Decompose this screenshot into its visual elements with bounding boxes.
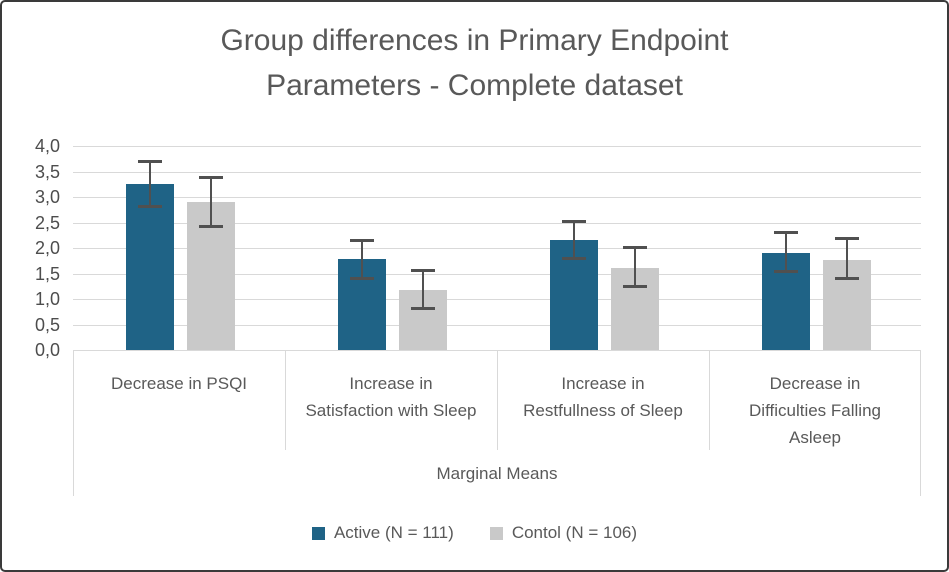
legend-label-active: Active (N = 111) bbox=[333, 523, 454, 542]
gridline bbox=[73, 325, 921, 326]
error-bar-whisker bbox=[785, 232, 787, 273]
error-bar-cap-bottom bbox=[623, 284, 647, 288]
error-bar-whisker bbox=[149, 161, 151, 208]
error-bar-whisker bbox=[846, 237, 848, 280]
error-bar-cap-top bbox=[138, 160, 162, 164]
error-bar-cap-top bbox=[199, 175, 223, 179]
y-axis-tick-label: 2,0 bbox=[34, 238, 60, 258]
error-bar-cap-bottom bbox=[411, 306, 435, 310]
error-bar-whisker bbox=[210, 176, 212, 227]
y-axis-tick-label: 4,0 bbox=[34, 136, 60, 156]
error-bar-whisker bbox=[634, 246, 636, 287]
chart-title-line1: Group differences in Primary Endpoint bbox=[220, 24, 729, 57]
y-axis-tick-label: 0,5 bbox=[34, 315, 60, 335]
y-axis-tick-label: 3,0 bbox=[34, 187, 60, 207]
y-axis-tick-label: 0,0 bbox=[34, 340, 60, 360]
legend-label-control: Contol (N = 106) bbox=[511, 523, 638, 542]
gridline bbox=[73, 197, 921, 198]
axis-band-divider bbox=[285, 350, 286, 450]
error-bar-cap-top bbox=[835, 236, 859, 240]
axis-band-border-right bbox=[920, 350, 921, 496]
error-bar-cap-top bbox=[350, 238, 374, 242]
category-label: Increase in Restfullness of Sleep bbox=[523, 374, 683, 420]
error-bar-cap-bottom bbox=[350, 276, 374, 280]
gridline bbox=[73, 172, 921, 173]
error-bar-whisker bbox=[422, 269, 424, 309]
category-label: Decrease in Difficulties Falling Asleep bbox=[749, 374, 881, 447]
error-bar-cap-top bbox=[623, 245, 647, 249]
gridline bbox=[73, 299, 921, 300]
legend: Active (N = 111) Contol (N = 106) bbox=[2, 519, 947, 547]
error-bar-cap-bottom bbox=[562, 257, 586, 261]
y-axis-tick-label: 2,5 bbox=[34, 213, 60, 233]
gridline bbox=[73, 248, 921, 249]
y-axis-tick-label: 3,5 bbox=[34, 162, 60, 182]
error-bar-cap-bottom bbox=[199, 224, 223, 228]
bar bbox=[126, 184, 174, 350]
legend-swatch-active-icon bbox=[311, 526, 325, 540]
legend-swatch-control-icon bbox=[489, 526, 503, 540]
axis-band-divider bbox=[497, 350, 498, 450]
error-bar-cap-top bbox=[562, 220, 586, 224]
error-bar-cap-top bbox=[774, 231, 798, 235]
error-bar-cap-bottom bbox=[774, 270, 798, 274]
y-axis-tick-label: 1,5 bbox=[34, 264, 60, 284]
chart-title-line2: Parameters - Complete dataset bbox=[266, 69, 683, 102]
legend-item-control: Contol (N = 106) bbox=[489, 523, 638, 543]
error-bar-cap-bottom bbox=[138, 205, 162, 209]
gridline bbox=[73, 146, 921, 147]
gridline bbox=[73, 274, 921, 275]
x-axis-title: Marginal Means bbox=[436, 464, 558, 483]
error-bar-whisker bbox=[361, 239, 363, 279]
legend-item-active: Active (N = 111) bbox=[311, 523, 454, 543]
category-label: Increase in Satisfaction with Sleep bbox=[305, 374, 477, 420]
category-label: Decrease in PSQI bbox=[110, 374, 248, 393]
error-bar-cap-bottom bbox=[835, 277, 859, 281]
y-axis-tick-label: 1,0 bbox=[34, 289, 60, 309]
axis-band-border-left bbox=[73, 350, 74, 496]
gridline bbox=[73, 223, 921, 224]
error-bar-cap-top bbox=[411, 268, 435, 272]
axis-band-divider bbox=[709, 350, 710, 450]
chart-title: Group differences in Primary Endpoint Pa… bbox=[2, 18, 947, 108]
error-bar-whisker bbox=[573, 221, 575, 260]
